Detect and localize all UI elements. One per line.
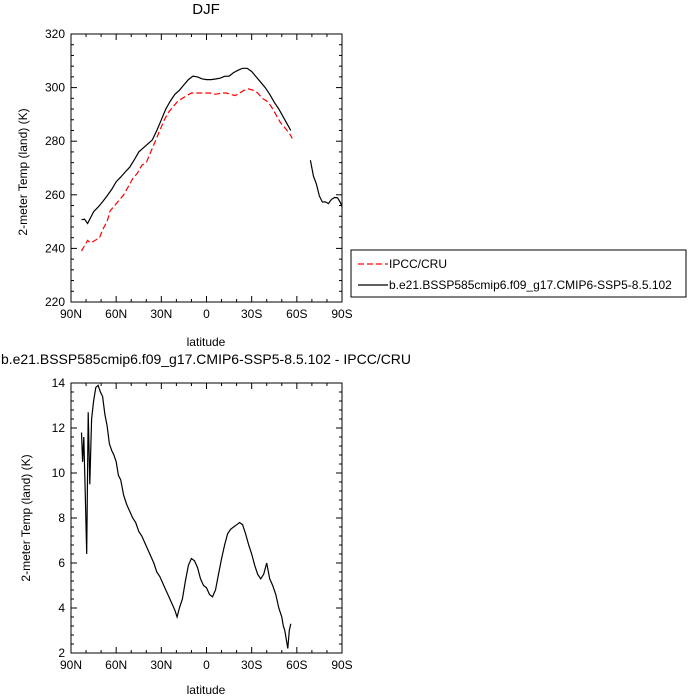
- bottom-series-0-line-segment-0: [80, 384, 292, 649]
- top-y-tick-label: 300: [45, 81, 65, 95]
- top-chart-plot-area: 90N 60N 30N 0 30S 60S 90S 220 240 260 280 300 320: [45, 27, 353, 321]
- top-y-tick-label: 220: [45, 295, 65, 309]
- top-chart-frame: [70, 33, 343, 303]
- bottom-y-tick-label: 4: [58, 601, 65, 615]
- bottom-y-tick-label: 12: [52, 421, 66, 435]
- top-chart-title: DJF: [192, 1, 220, 18]
- bottom-chart-title: b.e21.BSSP585cmip6.f09_g17.CMIP6-SSP5-8.…: [1, 351, 411, 367]
- bottom-chart-frame: [70, 382, 343, 654]
- bottom-chart-y-axis-label: 2-meter Temp (land) (K): [19, 454, 33, 581]
- top-x-tick-label: 30S: [241, 307, 262, 321]
- bottom-x-tick-label: 60S: [286, 658, 307, 672]
- bottom-chart-x-axis-label: latitude: [187, 683, 226, 697]
- top-x-tick-label: 90S: [331, 307, 352, 321]
- top-chart-y-axis-label: 2-meter Temp (land) (K): [16, 108, 30, 235]
- top-y-tick-label: 240: [45, 241, 65, 255]
- top-y-tick-label: 280: [45, 134, 65, 148]
- top-x-tick-label: 0: [203, 307, 210, 321]
- bottom-x-tick-label: 0: [203, 658, 210, 672]
- bottom-chart-panel: b.e21.BSSP585cmip6.f09_g17.CMIP6-SSP5-8.…: [1, 351, 411, 697]
- top-chart-legend: IPCC/CRU b.e21.BSSP585cmip6.f09_g17.CMIP…: [350, 249, 687, 298]
- bottom-chart-plot-area: 90N 60N 30N 0 30S 60S 90S 2 4 6 8 10 12 14: [52, 376, 353, 672]
- top-chart-panel: DJF 2-meter Temp (land) (K) latitude 90N…: [16, 1, 687, 349]
- bottom-x-tick-label: 90N: [60, 658, 82, 672]
- bottom-y-tick-label: 2: [58, 646, 65, 660]
- top-y-tick-label: 320: [45, 27, 65, 41]
- bottom-x-tick-label: 90S: [331, 658, 352, 672]
- bottom-x-tick-label: 30N: [150, 658, 172, 672]
- top-series-1-line-segment-0: [81, 67, 292, 225]
- bottom-y-tick-label: 6: [58, 556, 65, 570]
- top-x-tick-label: 30N: [150, 307, 172, 321]
- legend-box: [350, 249, 687, 298]
- bottom-x-tick-label: 30S: [241, 658, 262, 672]
- top-chart-x-axis-label: latitude: [187, 335, 226, 349]
- top-series-1-line-segment-1: [309, 160, 342, 209]
- bottom-y-tick-label: 14: [52, 376, 66, 390]
- top-x-tick-label: 90N: [60, 307, 82, 321]
- top-x-tick-label: 60S: [286, 307, 307, 321]
- top-series-0-line-segment-0: [80, 88, 293, 252]
- bottom-y-tick-label: 8: [58, 511, 65, 525]
- bottom-y-tick-label: 10: [52, 466, 66, 480]
- legend-label-model: b.e21.BSSP585cmip6.f09_g17.CMIP6-SSP5-8.…: [389, 278, 672, 292]
- legend-label-ipcc-cru: IPCC/CRU: [389, 257, 447, 271]
- top-y-tick-label: 260: [45, 188, 65, 202]
- bottom-x-tick-label: 60N: [105, 658, 127, 672]
- top-x-tick-label: 60N: [105, 307, 127, 321]
